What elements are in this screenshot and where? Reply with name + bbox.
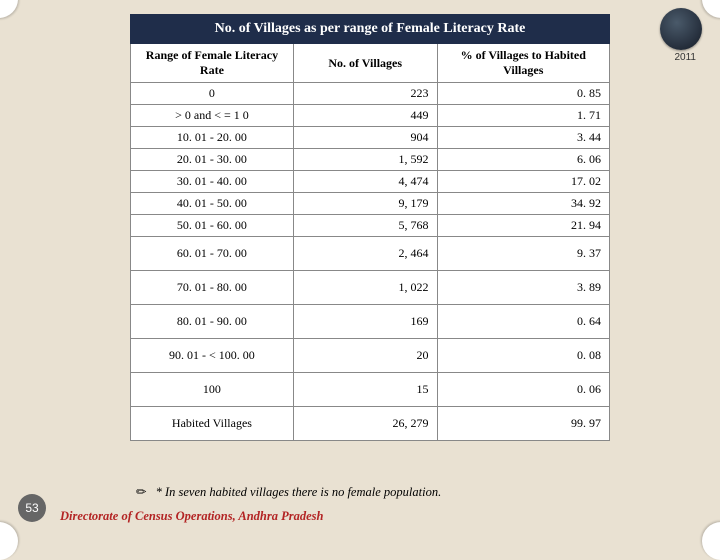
corner-decor [0,522,18,560]
cell-villages: 1, 592 [293,149,437,171]
cell-villages: 5, 768 [293,215,437,237]
footnote: ✏ * In seven habited villages there is n… [136,484,441,500]
table-row: 80. 01 - 90. 001690. 64 [131,305,610,339]
table-row: 02230. 85 [131,83,610,105]
table-row: > 0 and < = 1 04491. 71 [131,105,610,127]
table-row: Habited Villages26, 27999. 97 [131,407,610,441]
cell-pct: 17. 02 [437,171,609,193]
cell-pct: 99. 97 [437,407,609,441]
corner-decor [702,0,720,18]
corner-decor [702,522,720,560]
table-row: 90. 01 - < 100. 00200. 08 [131,339,610,373]
cell-range: Habited Villages [131,407,294,441]
cell-pct: 3. 89 [437,271,609,305]
data-table-container: No. of Villages as per range of Female L… [130,14,610,441]
footnote-text: * In seven habited villages there is no … [156,485,442,499]
cell-range: 40. 01 - 50. 00 [131,193,294,215]
table-row: 100150. 06 [131,373,610,407]
cell-pct: 0. 08 [437,339,609,373]
cell-villages: 449 [293,105,437,127]
cell-villages: 26, 279 [293,407,437,441]
cell-range: 20. 01 - 30. 00 [131,149,294,171]
cell-range: 50. 01 - 60. 00 [131,215,294,237]
page-number: 53 [18,494,46,522]
cell-range: 30. 01 - 40. 00 [131,171,294,193]
table-title: No. of Villages as per range of Female L… [131,15,610,44]
cell-villages: 9, 179 [293,193,437,215]
literacy-table: No. of Villages as per range of Female L… [130,14,610,441]
col-header-pct: % of Villages to Habited Villages [437,44,609,83]
cell-pct: 0. 06 [437,373,609,407]
cell-villages: 2, 464 [293,237,437,271]
cell-villages: 4, 474 [293,171,437,193]
emblem-icon [660,8,702,50]
table-row: 60. 01 - 70. 002, 4649. 37 [131,237,610,271]
footnote-bullet-icon: ✏ [136,485,146,499]
cell-villages: 169 [293,305,437,339]
cell-pct: 6. 06 [437,149,609,171]
cell-villages: 1, 022 [293,271,437,305]
table-row: 40. 01 - 50. 009, 17934. 92 [131,193,610,215]
cell-range: 70. 01 - 80. 00 [131,271,294,305]
source-line: Directorate of Census Operations, Andhra… [60,509,323,524]
cell-pct: 1. 71 [437,105,609,127]
table-row: 10. 01 - 20. 009043. 44 [131,127,610,149]
cell-villages: 15 [293,373,437,407]
cell-pct: 34. 92 [437,193,609,215]
cell-pct: 0. 85 [437,83,609,105]
table-row: 70. 01 - 80. 001, 0223. 89 [131,271,610,305]
year-label: 2011 [674,52,696,63]
cell-pct: 9. 37 [437,237,609,271]
cell-range: 80. 01 - 90. 00 [131,305,294,339]
cell-pct: 0. 64 [437,305,609,339]
cell-pct: 3. 44 [437,127,609,149]
cell-range: 60. 01 - 70. 00 [131,237,294,271]
cell-range: 10. 01 - 20. 00 [131,127,294,149]
cell-villages: 904 [293,127,437,149]
cell-range: 0 [131,83,294,105]
table-row: 20. 01 - 30. 001, 5926. 06 [131,149,610,171]
cell-villages: 223 [293,83,437,105]
corner-decor [0,0,18,18]
col-header-villages: No. of Villages [293,44,437,83]
cell-range: > 0 and < = 1 0 [131,105,294,127]
table-row: 50. 01 - 60. 005, 76821. 94 [131,215,610,237]
table-row: 30. 01 - 40. 004, 47417. 02 [131,171,610,193]
cell-villages: 20 [293,339,437,373]
cell-pct: 21. 94 [437,215,609,237]
col-header-range: Range of Female Literacy Rate [131,44,294,83]
cell-range: 90. 01 - < 100. 00 [131,339,294,373]
cell-range: 100 [131,373,294,407]
